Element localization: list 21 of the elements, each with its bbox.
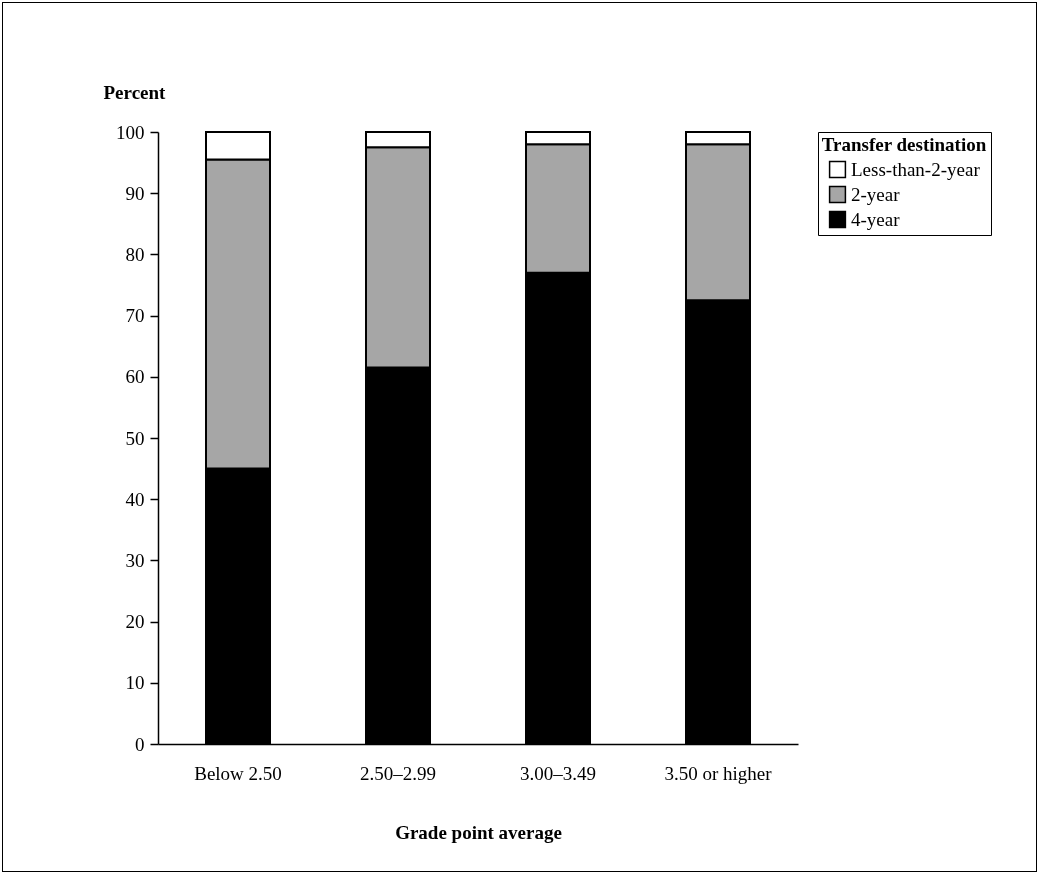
y-tick-label: 50	[125, 427, 145, 449]
y-tick-label: 40	[125, 488, 145, 510]
legend-label: 4-year	[851, 208, 901, 230]
y-tick-label: 100	[116, 121, 145, 143]
x-tick-label: 3.50 or higher	[664, 762, 773, 784]
legend-label: Less-than-2-year	[851, 158, 981, 180]
y-tick-label: 80	[125, 243, 145, 265]
legend-label: 2-year	[851, 183, 901, 205]
legend-title: Transfer destination	[821, 134, 987, 155]
x-tick-label: 2.50–2.99	[360, 762, 436, 784]
y-axis-title: Percent	[103, 81, 167, 103]
x-axis-title: Grade point average	[395, 821, 562, 843]
y-tick-label: 90	[125, 182, 145, 204]
y-tick-label: 0	[135, 733, 145, 755]
y-tick-label: 20	[125, 611, 145, 633]
y-tick-label: 70	[125, 305, 145, 327]
x-tick-label: 3.00–3.49	[520, 762, 596, 784]
y-tick-label: 10	[125, 672, 145, 694]
y-tick-label: 30	[125, 549, 145, 571]
x-tick-label: Below 2.50	[194, 762, 282, 784]
y-tick-label: 60	[125, 366, 145, 388]
